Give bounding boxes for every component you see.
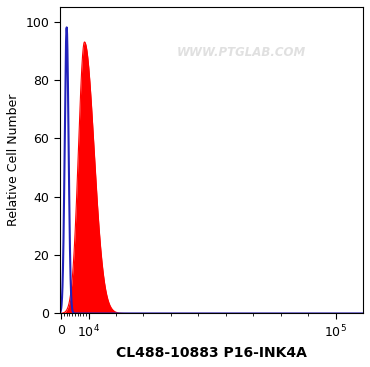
Text: WWW.PTGLAB.COM: WWW.PTGLAB.COM <box>177 46 306 59</box>
Y-axis label: Relative Cell Number: Relative Cell Number <box>7 94 20 226</box>
X-axis label: CL488-10883 P16-INK4A: CL488-10883 P16-INK4A <box>116 346 307 360</box>
